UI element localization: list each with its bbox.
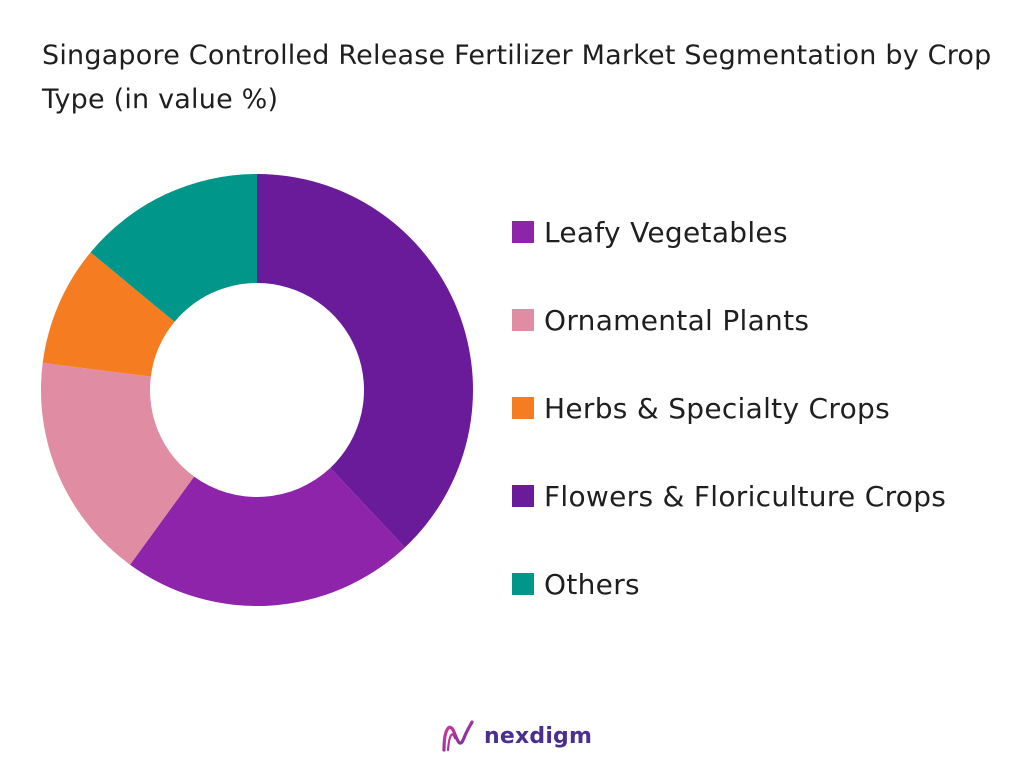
chart-title: Singapore Controlled Release Fertilizer … (42, 40, 992, 115)
legend-swatch (512, 485, 534, 507)
legend-item: Leafy Vegetables (512, 210, 946, 254)
brand-name: nexdigm (484, 723, 593, 749)
legend-swatch (512, 221, 534, 243)
legend-label: Leafy Vegetables (544, 215, 788, 249)
donut-slice-flowers-floriculture-crops (257, 174, 473, 548)
legend-item: Others (512, 562, 946, 606)
donut-slice-others (90, 174, 257, 322)
legend-swatch (512, 309, 534, 331)
chart-legend: Leafy Vegetables Ornamental Plants Herbs &… (512, 210, 946, 650)
legend-label: Others (544, 567, 640, 601)
legend-label: Ornamental Plants (544, 303, 810, 337)
donut-slice-ornamental-plants (40, 362, 195, 565)
legend-label: Herbs & Specialty Crops (544, 391, 890, 425)
legend-item: Ornamental Plants (512, 298, 946, 342)
legend-label: Flowers & Floriculture Crops (544, 479, 947, 513)
donut-slice-herbs-specialty-crops (42, 252, 175, 377)
nexdigm-logo-icon (442, 720, 474, 752)
brand-logo: nexdigm (440, 716, 592, 756)
legend-swatch (512, 397, 534, 419)
legend-item: Flowers & Floriculture Crops (512, 474, 946, 518)
legend-swatch (512, 573, 534, 595)
legend-item: Herbs & Specialty Crops (512, 386, 946, 430)
donut-slice-leafy-vegetables (130, 467, 405, 606)
